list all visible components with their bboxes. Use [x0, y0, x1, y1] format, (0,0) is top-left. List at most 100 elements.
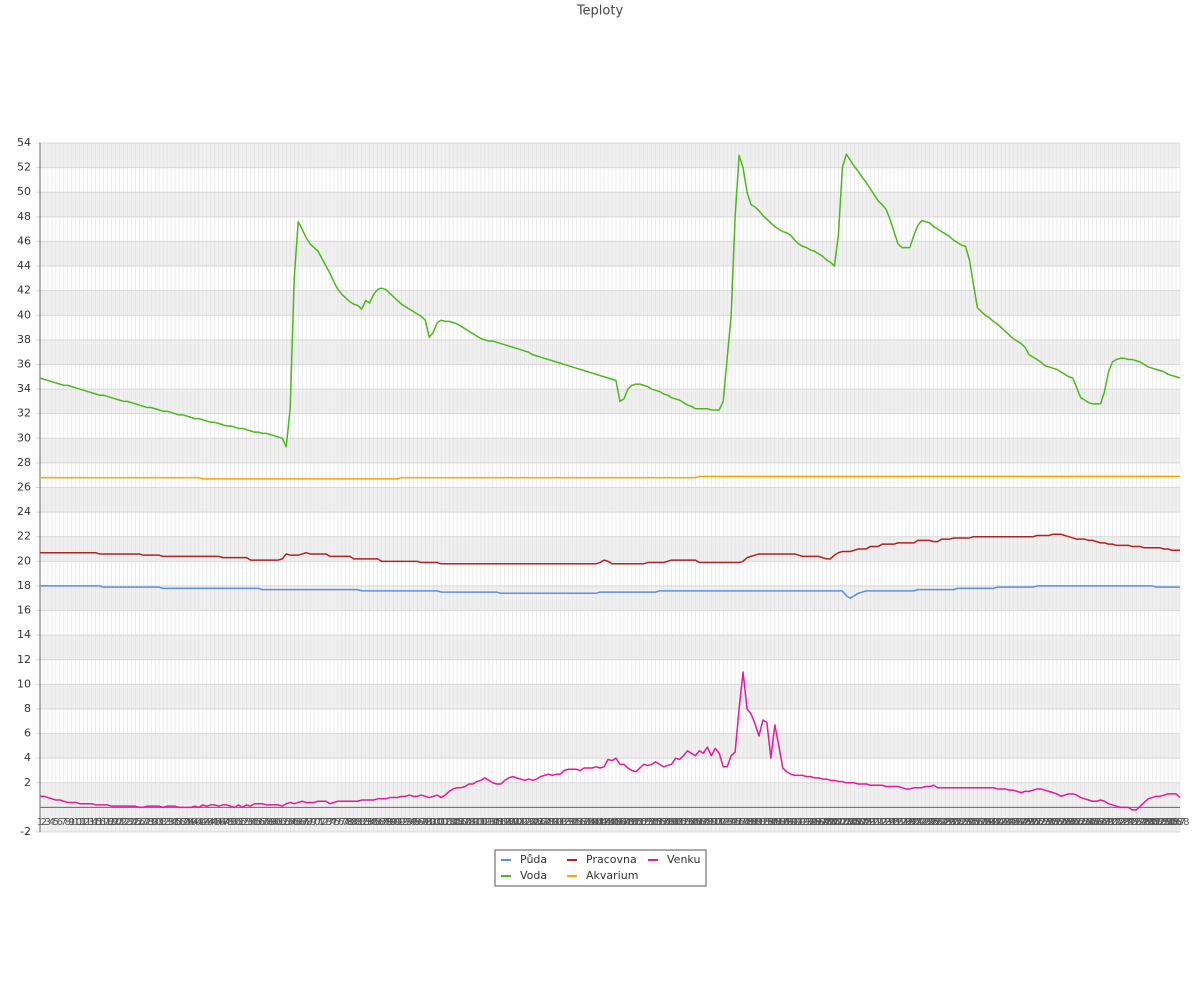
x-tick-label: 229	[936, 817, 955, 828]
x-tick-label: 211	[865, 817, 884, 828]
x-tick-label: 283	[1151, 817, 1170, 828]
x-tick-label: 145	[602, 817, 621, 828]
x-tick-label: 148	[614, 817, 633, 828]
x-tick-label: 197	[809, 817, 828, 828]
x-tick-label: 268	[1091, 817, 1110, 828]
x-tick-label: 259	[1055, 817, 1074, 828]
x-tick-label: 207	[849, 817, 868, 828]
x-tick-label: 262	[1067, 817, 1086, 828]
x-tick-label: 105	[444, 817, 463, 828]
x-tick-label: 89	[383, 817, 396, 828]
x-tick-label: 286	[1163, 817, 1182, 828]
x-tick-label: 170	[702, 817, 721, 828]
x-tick-label: 66	[292, 817, 305, 828]
x-tick-label: 46	[212, 817, 225, 828]
x-tick-label: 88	[379, 817, 392, 828]
x-tick-label: 274	[1115, 817, 1134, 828]
x-tick-label: 249	[1016, 817, 1035, 828]
x-tick-label: 15	[89, 817, 102, 828]
x-tick-label: 64	[284, 817, 297, 828]
x-tick-label: 141	[587, 817, 606, 828]
x-tick-label: 216	[884, 817, 903, 828]
x-tick-label: 127	[531, 817, 550, 828]
x-tick-label: 185	[761, 817, 780, 828]
y-tick-label: 10	[17, 677, 31, 690]
y-tick-label: 12	[17, 653, 31, 666]
x-tick-label: 25	[129, 817, 142, 828]
x-tick-label: 67	[296, 817, 309, 828]
x-tick-label: 191	[785, 817, 804, 828]
x-tick-label: 104	[440, 817, 459, 828]
x-tick-label: 244	[996, 817, 1015, 828]
x-tick-label: 276	[1123, 817, 1142, 828]
x-tick-label: 171	[706, 817, 725, 828]
x-tick-label: 124	[519, 817, 538, 828]
x-tick-label: 131	[547, 817, 566, 828]
x-tick-label: 115	[483, 817, 502, 828]
x-tick-label: 252	[1027, 817, 1046, 828]
grid-band	[40, 635, 1180, 660]
x-tick-label: 240	[980, 817, 999, 828]
x-tick-label: 251	[1023, 817, 1042, 828]
y-tick-label: 32	[17, 407, 31, 420]
x-tick-label: 41	[193, 817, 206, 828]
x-tick-label: 17	[97, 817, 110, 828]
x-tick-label: 82	[355, 817, 368, 828]
y-tick-label: 48	[17, 210, 31, 223]
x-tick-label: 81	[351, 817, 364, 828]
x-tick-label: 68	[300, 817, 313, 828]
x-tick-label: 63	[280, 817, 293, 828]
x-tick-label: 133	[555, 817, 574, 828]
x-tick-label: 37	[177, 817, 190, 828]
grid-band	[40, 389, 1180, 414]
x-tick-label: 223	[912, 817, 931, 828]
x-tick-label: 77	[336, 817, 349, 828]
x-tick-label: 205	[841, 817, 860, 828]
x-tick-label: 59	[264, 817, 277, 828]
x-tick-label: 281	[1143, 817, 1162, 828]
x-tick-label: 112	[471, 817, 490, 828]
x-tick-label: 139	[579, 817, 598, 828]
grid-band	[40, 241, 1180, 267]
grid-band	[40, 438, 1180, 463]
x-tick-label: 246	[1004, 817, 1023, 828]
x-tick-label: 98	[419, 817, 432, 828]
x-tick-label: 45	[208, 817, 221, 828]
x-tick-label: 7	[61, 817, 67, 828]
x-tick-label: 193	[793, 817, 812, 828]
x-tick-label: 153	[634, 817, 653, 828]
y-tick-label: 46	[17, 234, 31, 247]
legend-box	[494, 849, 707, 887]
labels: 1234567891011121314151617181920212223242…	[17, 136, 1190, 838]
x-tick-label: 231	[944, 817, 963, 828]
x-tick-label: 14	[85, 817, 98, 828]
x-tick-label: 47	[216, 817, 229, 828]
x-tick-label: 54	[244, 817, 257, 828]
x-tick-label: 266	[1083, 817, 1102, 828]
plot-background	[40, 143, 1180, 832]
x-tick-label: 75	[328, 817, 341, 828]
x-tick-label: 164	[678, 817, 697, 828]
x-tick-label: 243	[992, 817, 1011, 828]
x-tick-label: 155	[642, 817, 661, 828]
x-tick-label: 85	[367, 817, 380, 828]
x-tick-label: 218	[892, 817, 911, 828]
x-tick-label: 92	[395, 817, 408, 828]
x-tick-label: 261	[1063, 817, 1082, 828]
y-tick-label: 30	[17, 431, 31, 444]
x-tick-label: 263	[1071, 817, 1090, 828]
x-tick-label: 31	[153, 817, 166, 828]
x-tick-label: 196	[805, 817, 824, 828]
grid	[36, 142, 1181, 833]
x-tick-label: 4	[49, 817, 55, 828]
series-line	[39, 153, 1181, 448]
x-tick-label: 99	[423, 817, 436, 828]
x-tick-label: 28	[141, 817, 154, 828]
x-tick-label: 273	[1111, 817, 1130, 828]
x-tick-label: 126	[527, 817, 546, 828]
x-tick-label: 138	[575, 817, 594, 828]
x-tick-label: 109	[459, 817, 478, 828]
y-tick-label: 36	[17, 357, 31, 370]
x-tick-label: 6	[57, 817, 63, 828]
